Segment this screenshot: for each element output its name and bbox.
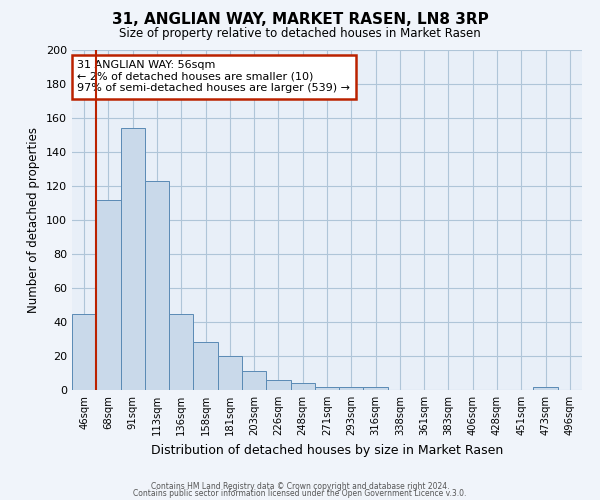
Bar bbox=[242, 372, 266, 390]
Bar bbox=[364, 386, 388, 390]
Text: Size of property relative to detached houses in Market Rasen: Size of property relative to detached ho… bbox=[119, 28, 481, 40]
Text: 31, ANGLIAN WAY, MARKET RASEN, LN8 3RP: 31, ANGLIAN WAY, MARKET RASEN, LN8 3RP bbox=[112, 12, 488, 28]
Text: Contains public sector information licensed under the Open Government Licence v.: Contains public sector information licen… bbox=[133, 490, 467, 498]
Bar bbox=[339, 386, 364, 390]
Bar bbox=[315, 386, 339, 390]
Y-axis label: Number of detached properties: Number of detached properties bbox=[28, 127, 40, 313]
X-axis label: Distribution of detached houses by size in Market Rasen: Distribution of detached houses by size … bbox=[151, 444, 503, 456]
Text: Contains HM Land Registry data © Crown copyright and database right 2024.: Contains HM Land Registry data © Crown c… bbox=[151, 482, 449, 491]
Bar bbox=[218, 356, 242, 390]
Bar bbox=[266, 380, 290, 390]
Text: 31 ANGLIAN WAY: 56sqm
← 2% of detached houses are smaller (10)
97% of semi-detac: 31 ANGLIAN WAY: 56sqm ← 2% of detached h… bbox=[77, 60, 350, 94]
Bar bbox=[169, 314, 193, 390]
Bar bbox=[121, 128, 145, 390]
Bar bbox=[533, 386, 558, 390]
Bar bbox=[72, 314, 96, 390]
Bar bbox=[96, 200, 121, 390]
Bar bbox=[290, 383, 315, 390]
Bar bbox=[145, 181, 169, 390]
Bar bbox=[193, 342, 218, 390]
